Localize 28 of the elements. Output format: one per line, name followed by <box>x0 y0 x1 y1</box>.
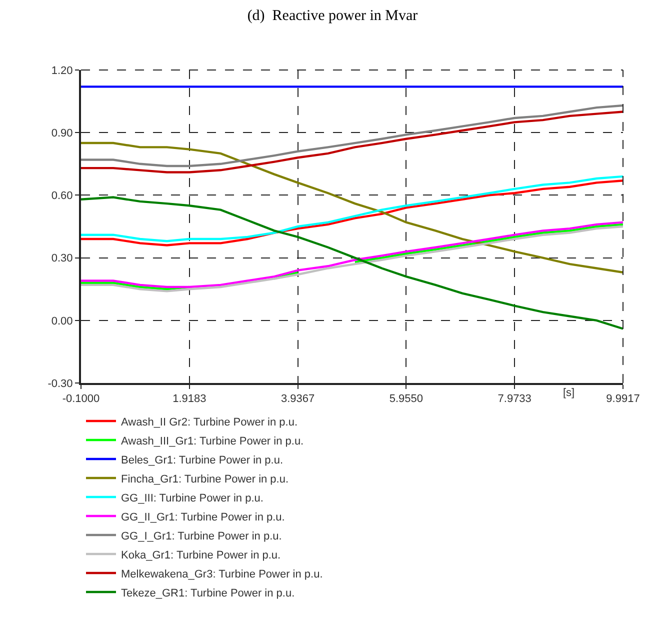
legend-label: GG_III: Turbine Power in p.u. <box>121 492 264 504</box>
line-series <box>81 110 623 174</box>
y-tick-label: -0.30 <box>48 378 73 390</box>
legend-label: Fincha_Gr1: Turbine Power in p.u. <box>121 473 289 486</box>
legend-label: Awash_II Gr2: Turbine Power in p.u. <box>121 416 298 428</box>
x-tick-label: 5.9550 <box>389 393 424 406</box>
line-series <box>81 196 623 330</box>
y-tick-label: 0.30 <box>51 252 73 265</box>
chart-title: (d) Reactive power in Mvar <box>247 8 418 24</box>
y-tick-label: 0.90 <box>51 127 73 140</box>
legend-label: GG_II_Gr1: Turbine Power in p.u. <box>121 511 285 524</box>
legend-label: Awash_III_Gr1: Turbine Power in p.u. <box>121 435 304 448</box>
x-tick-label: -0.1000 <box>62 393 100 406</box>
x-tick-label: 3.9367 <box>280 393 315 406</box>
line-series <box>81 142 623 274</box>
y-tick-label: 1.20 <box>51 64 73 77</box>
x-tick-label: 7.9733 <box>498 393 532 406</box>
legend-label: Beles_Gr1: Turbine Power in p.u. <box>121 454 284 466</box>
x-tick-label: 9.9917 <box>606 393 640 406</box>
x-tick-label: 1.9183 <box>172 393 206 406</box>
legend-label: Melkewakena_Gr3: Turbine Power in p.u. <box>121 568 323 580</box>
legend-label: GG_I_Gr1: Turbine Power in p.u. <box>121 530 282 542</box>
y-tick-label: 0.00 <box>51 315 73 328</box>
line-series <box>81 104 623 168</box>
y-tick-label: 0.60 <box>51 190 73 202</box>
legend-label: Koka_Gr1: Turbine Power in p.u. <box>121 549 281 562</box>
x-axis-title: [s] <box>563 387 575 399</box>
legend-label: Tekeze_GR1: Turbine Power in p.u. <box>121 587 295 600</box>
